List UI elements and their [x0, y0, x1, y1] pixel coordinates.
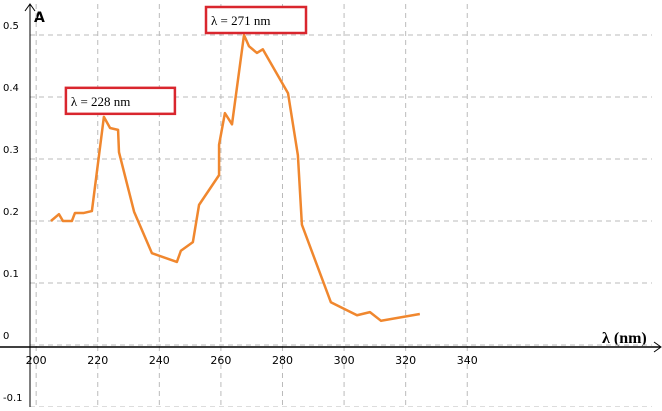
- x-axis-label: λ (nm): [602, 330, 647, 347]
- y-tick-label: 0.5: [3, 21, 19, 32]
- annotation-box: [204, 5, 308, 35]
- y-axis-arrow: [24, 3, 36, 12]
- annotation-text: λ = 228 nm: [71, 94, 131, 109]
- annotation-text: λ = 271 nm: [211, 13, 271, 28]
- x-tick-label: 340: [457, 354, 478, 367]
- data-line: [50, 33, 421, 323]
- y-tick-label: -0.1: [3, 393, 23, 404]
- y-axis-label: A: [34, 10, 45, 26]
- y-tick-label: 0.1: [3, 269, 19, 280]
- x-tick-label: 280: [272, 354, 293, 367]
- y-tick-label: 0.4: [3, 83, 19, 94]
- x-tick-label: 300: [334, 354, 355, 367]
- x-tick-label: 240: [149, 354, 170, 367]
- y-tick-label: 0.2: [3, 207, 19, 218]
- x-tick-label: 260: [210, 354, 231, 367]
- y-tick-label: 0.3: [3, 145, 19, 156]
- annotation-box: [64, 86, 177, 116]
- y-tick-label: 0: [3, 331, 9, 342]
- x-tick-label: 320: [395, 354, 416, 367]
- x-axis-arrow: [653, 341, 662, 353]
- x-tick-label: 200: [26, 354, 47, 367]
- x-tick-label: 220: [87, 354, 108, 367]
